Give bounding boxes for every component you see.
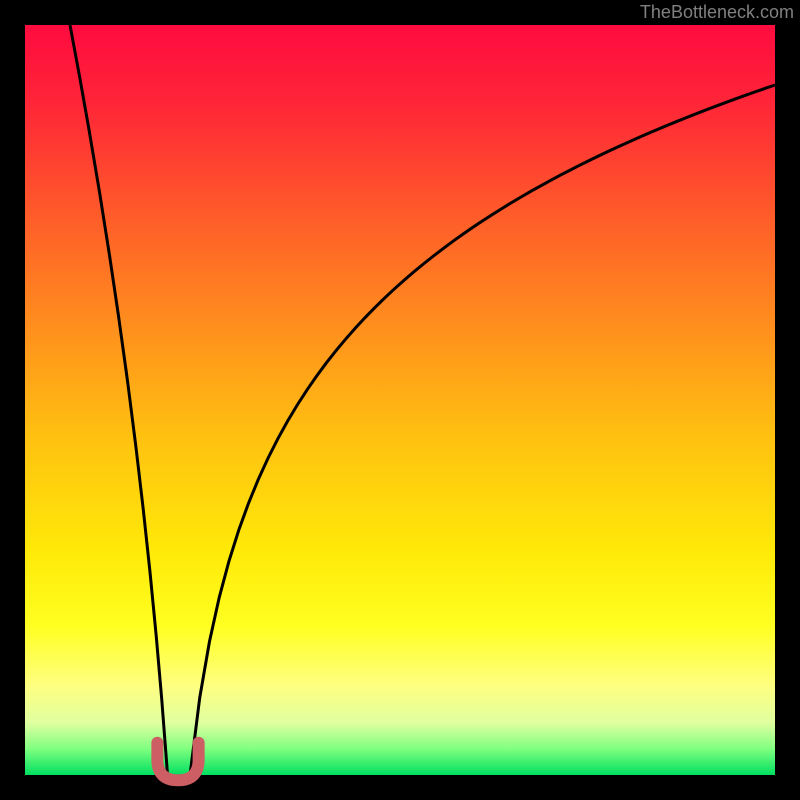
watermark-text: TheBottleneck.com <box>640 2 794 23</box>
border-bottom <box>0 775 800 800</box>
chart-svg <box>0 0 800 800</box>
border-left <box>0 0 25 800</box>
border-right <box>775 0 800 800</box>
plot-background <box>25 25 775 775</box>
chart-container: TheBottleneck.com <box>0 0 800 800</box>
